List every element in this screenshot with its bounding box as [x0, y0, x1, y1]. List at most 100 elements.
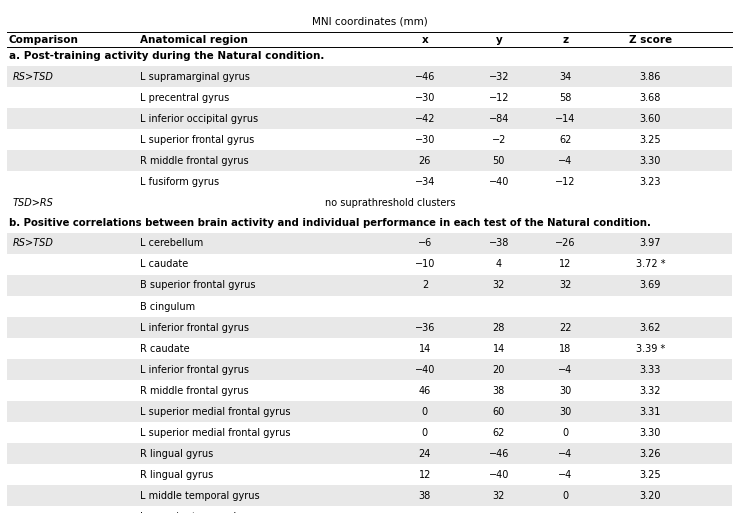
Text: R lingual gyrus: R lingual gyrus — [140, 470, 214, 480]
Text: −46: −46 — [488, 449, 509, 459]
Text: 58: 58 — [559, 93, 571, 103]
Text: −40: −40 — [488, 470, 509, 480]
Text: L inferior frontal gyrus: L inferior frontal gyrus — [140, 323, 249, 332]
Text: 34: 34 — [559, 72, 571, 82]
Text: R middle frontal gyrus: R middle frontal gyrus — [140, 156, 249, 166]
Text: L superior frontal gyrus: L superior frontal gyrus — [140, 135, 255, 145]
Text: L superior medial frontal gyrus: L superior medial frontal gyrus — [140, 407, 291, 417]
Text: −4: −4 — [558, 449, 573, 459]
Text: 30: 30 — [559, 407, 571, 417]
Text: 4: 4 — [496, 260, 502, 269]
Text: 14: 14 — [419, 344, 431, 353]
Text: R caudate: R caudate — [140, 344, 190, 353]
Text: Anatomical region: Anatomical region — [140, 34, 248, 45]
Text: −32: −32 — [488, 72, 509, 82]
Text: Comparison: Comparison — [9, 34, 79, 45]
Text: 3.72 *: 3.72 * — [636, 260, 665, 269]
Text: 0: 0 — [562, 428, 568, 438]
Text: B cingulum: B cingulum — [140, 302, 196, 311]
Text: 3.62: 3.62 — [639, 323, 661, 332]
Bar — [7, 296, 732, 317]
Text: L inferior frontal gyrus: L inferior frontal gyrus — [140, 365, 249, 374]
Text: 62: 62 — [559, 135, 571, 145]
Text: 3.25: 3.25 — [639, 135, 661, 145]
Text: Z score: Z score — [629, 34, 672, 45]
Bar — [7, 150, 732, 171]
Text: 3.32: 3.32 — [639, 386, 661, 396]
Text: 3.69: 3.69 — [640, 281, 661, 290]
Text: 32: 32 — [493, 281, 505, 290]
Text: 18: 18 — [559, 344, 571, 353]
Text: −4: −4 — [558, 156, 573, 166]
Text: 3.26: 3.26 — [639, 449, 661, 459]
Text: L cerebellum: L cerebellum — [140, 239, 204, 248]
Text: 30: 30 — [559, 386, 571, 396]
Bar — [7, 275, 732, 296]
Text: R middle frontal gyrus: R middle frontal gyrus — [140, 386, 249, 396]
Text: −12: −12 — [555, 177, 576, 187]
Text: −12: −12 — [488, 93, 509, 103]
Text: −42: −42 — [415, 114, 435, 124]
Text: b. Positive correlations between brain activity and individual performance in ea: b. Positive correlations between brain a… — [9, 218, 651, 228]
Text: no suprathreshold clusters: no suprathreshold clusters — [325, 198, 456, 208]
Text: −26: −26 — [555, 239, 576, 248]
Bar — [7, 66, 732, 87]
Bar — [7, 171, 732, 192]
Text: −34: −34 — [415, 177, 435, 187]
Bar — [7, 485, 732, 506]
Text: 3.20: 3.20 — [639, 491, 661, 501]
Text: 3.25: 3.25 — [639, 470, 661, 480]
Text: 0: 0 — [562, 491, 568, 501]
Text: −4: −4 — [558, 365, 573, 374]
Text: L precentral gyrus: L precentral gyrus — [140, 93, 230, 103]
Text: MNI coordinates (mm): MNI coordinates (mm) — [312, 17, 427, 27]
Bar — [7, 129, 732, 150]
Text: 22: 22 — [559, 323, 571, 332]
Text: 12: 12 — [419, 470, 431, 480]
Text: 0: 0 — [422, 428, 428, 438]
Bar — [7, 380, 732, 401]
Text: −30: −30 — [415, 93, 435, 103]
Text: R lingual gyrus: R lingual gyrus — [140, 449, 214, 459]
Text: 3.33: 3.33 — [640, 365, 661, 374]
Text: −6: −6 — [418, 239, 432, 248]
Text: 3.60: 3.60 — [640, 114, 661, 124]
Text: z: z — [562, 34, 568, 45]
Text: x: x — [421, 34, 429, 45]
Text: 20: 20 — [493, 365, 505, 374]
Text: L inferior occipital gyrus: L inferior occipital gyrus — [140, 114, 259, 124]
Text: TSD>RS: TSD>RS — [13, 198, 53, 208]
Text: RS>TSD: RS>TSD — [13, 72, 53, 82]
Text: 3.39 *: 3.39 * — [636, 344, 665, 353]
Bar — [7, 317, 732, 338]
Text: 12: 12 — [559, 260, 571, 269]
Text: 32: 32 — [559, 281, 571, 290]
Bar — [7, 443, 732, 464]
Text: 3.86: 3.86 — [640, 72, 661, 82]
Text: −40: −40 — [415, 365, 435, 374]
Text: 24: 24 — [419, 449, 431, 459]
Bar — [7, 87, 732, 108]
Text: −30: −30 — [415, 135, 435, 145]
Text: 14: 14 — [493, 344, 505, 353]
Text: B superior frontal gyrus: B superior frontal gyrus — [140, 281, 256, 290]
Text: 38: 38 — [419, 491, 431, 501]
Text: L caudate: L caudate — [140, 260, 188, 269]
Text: 38: 38 — [493, 386, 505, 396]
Text: −46: −46 — [415, 72, 435, 82]
Bar — [7, 464, 732, 485]
Text: 3.30: 3.30 — [640, 428, 661, 438]
Bar — [7, 192, 732, 213]
Bar — [7, 108, 732, 129]
Text: 3.97: 3.97 — [639, 239, 661, 248]
Text: 60: 60 — [493, 407, 505, 417]
Text: 3.31: 3.31 — [640, 407, 661, 417]
Text: 32: 32 — [493, 491, 505, 501]
Text: −14: −14 — [555, 114, 576, 124]
Text: 26: 26 — [419, 156, 431, 166]
Bar — [7, 233, 732, 254]
Text: −2: −2 — [491, 135, 506, 145]
Text: 62: 62 — [493, 428, 505, 438]
Text: L middle temporal gyrus: L middle temporal gyrus — [140, 491, 260, 501]
Text: 3.68: 3.68 — [640, 93, 661, 103]
